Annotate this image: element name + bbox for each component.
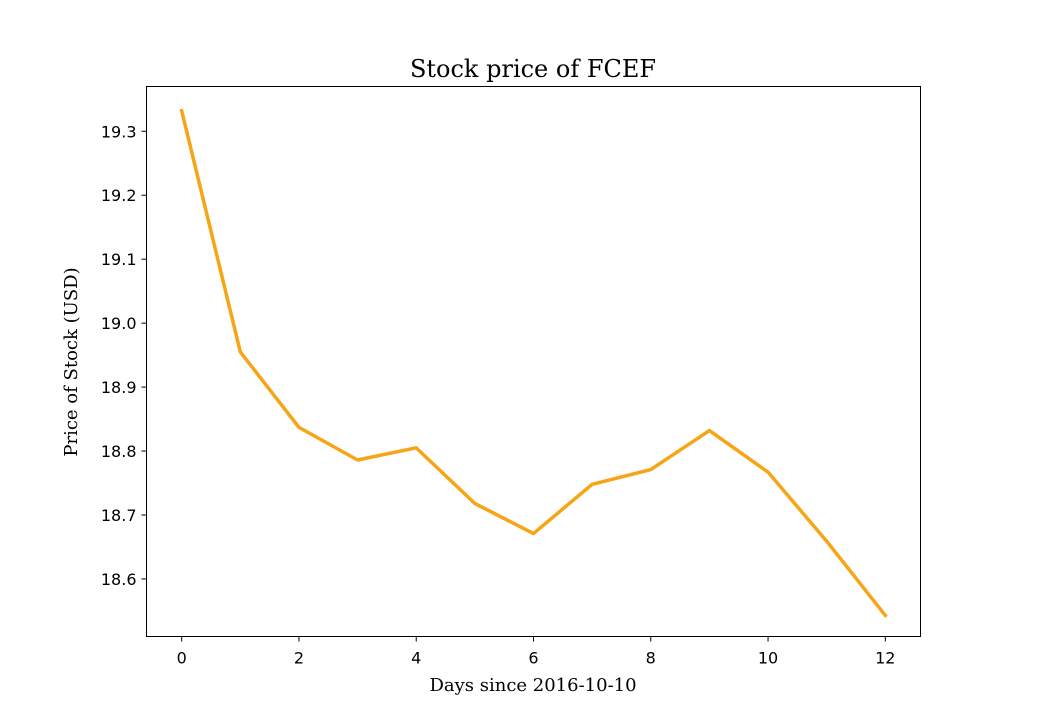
plot-frame <box>146 86 921 637</box>
x-axis: 0 2 4 6 8 10 12 <box>177 636 895 668</box>
y-tick-label: 18.9 <box>101 378 137 397</box>
y-tick-label: 18.8 <box>101 442 137 461</box>
chart-title: Stock price of FCEF <box>410 55 656 83</box>
x-axis-label: Days since 2016-10-10 <box>429 675 636 696</box>
y-tick-label: 19.1 <box>101 250 137 269</box>
y-tick-label: 19.0 <box>101 314 137 333</box>
y-tick-label: 18.7 <box>101 506 137 525</box>
x-tick-label: 0 <box>177 649 187 668</box>
series-line <box>179 108 888 618</box>
x-tick-label: 10 <box>758 649 778 668</box>
plot-area: 18.6 18.7 18.8 18.9 19.0 19.1 19.2 19.3 0 2 4 6 8 10… <box>101 86 921 668</box>
x-tick-label: 2 <box>294 649 304 668</box>
y-axis: 18.6 18.7 18.8 18.9 19.0 19.1 19.2 19.3 <box>101 122 147 589</box>
y-tick-label: 19.3 <box>101 122 137 141</box>
y-axis-label: Price of Stock (USD) <box>61 267 82 456</box>
x-tick-label: 4 <box>411 649 421 668</box>
x-tick-label: 8 <box>646 649 656 668</box>
x-tick-label: 6 <box>528 649 538 668</box>
x-tick-label: 12 <box>875 649 895 668</box>
series-group <box>179 108 888 618</box>
y-tick-label: 19.2 <box>101 186 137 205</box>
y-tick-label: 18.6 <box>101 570 137 589</box>
